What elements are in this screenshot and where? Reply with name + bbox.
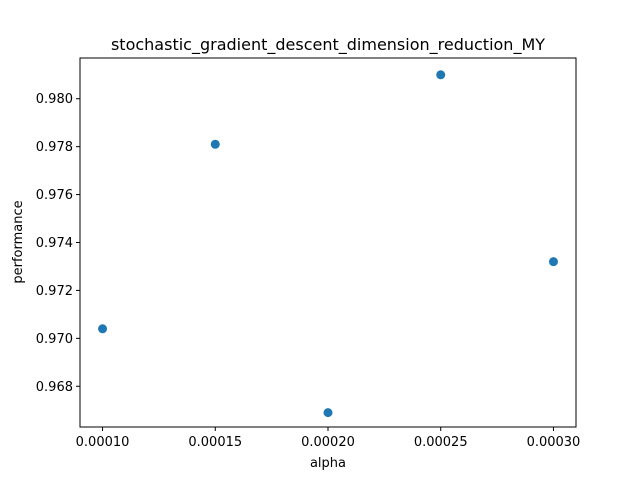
data-point [548, 257, 558, 267]
data-point [436, 70, 446, 80]
y-tick-label: 0.970 [36, 332, 73, 347]
x-tick-label: 0.00020 [301, 435, 355, 450]
data-point [323, 408, 333, 418]
x-tick-label: 0.00025 [414, 435, 468, 450]
y-tick-label: 0.980 [36, 92, 73, 107]
y-tick-label: 0.974 [36, 236, 73, 251]
x-axis: 0.00010 0.00015 0.00020 0.00025 0.00030 [76, 427, 581, 450]
y-axis-label: performance [11, 200, 26, 283]
y-tick-label: 0.968 [36, 380, 73, 395]
plot-area [79, 57, 577, 428]
data-points [98, 70, 558, 418]
data-point [98, 324, 108, 334]
y-tick-label: 0.976 [36, 188, 73, 203]
x-tick-label: 0.00030 [527, 435, 581, 450]
chart-title: stochastic_gradient_descent_dimension_re… [111, 35, 545, 55]
y-tick-label: 0.978 [36, 140, 73, 155]
data-point [210, 139, 220, 149]
x-tick-label: 0.00010 [76, 435, 130, 450]
y-axis: 0.968 0.970 0.972 0.974 0.976 0.978 0.980 [36, 92, 80, 395]
x-axis-label: alpha [310, 456, 346, 471]
y-tick-label: 0.972 [36, 284, 73, 299]
x-tick-label: 0.00015 [188, 435, 242, 450]
